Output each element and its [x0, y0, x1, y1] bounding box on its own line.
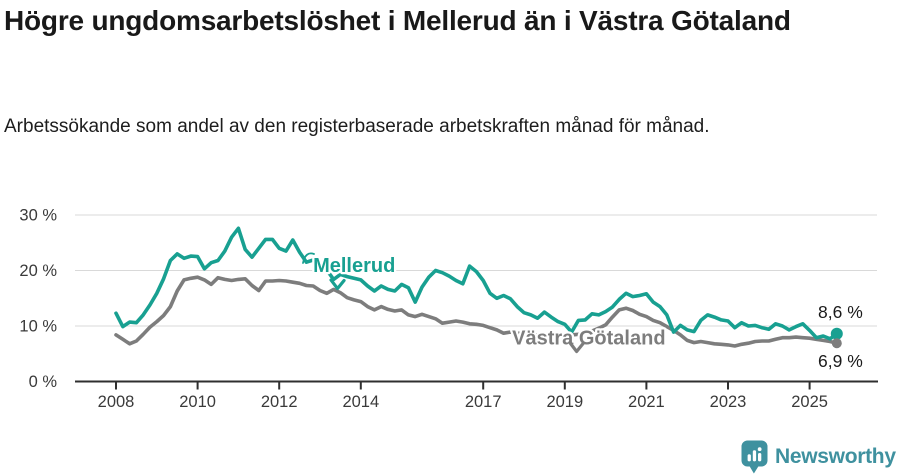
y-tick-label: 20 % [19, 262, 57, 280]
series-line-mellerud [114, 226, 839, 341]
bar-chart-glyph-bar3 [758, 453, 762, 462]
x-tick-label: 2017 [465, 393, 502, 411]
series-line-vastra-gotaland [114, 275, 839, 348]
end-value-label-vastra-gotaland: 6,9 % [818, 351, 863, 371]
end-dot-mellerud [830, 327, 843, 340]
brand-footer: Newsworthy [741, 440, 900, 474]
bar-chart-glyph-dot [757, 447, 762, 452]
y-tick-label: 30 % [19, 207, 57, 225]
x-tick-label: 2014 [342, 393, 379, 411]
y-tick-label: 10 % [19, 318, 57, 336]
x-tick-label: 2025 [791, 393, 828, 411]
x-tick-label: 2008 [98, 393, 135, 411]
down-arrow-icon-vastra-gotaland [568, 341, 585, 354]
series-label-mellerud: Mellerud [313, 255, 395, 277]
end-dot-vastra-gotaland [831, 338, 842, 349]
page-title: Högre ungdomsarbetslöshet i Mellerud än … [4, 5, 791, 36]
mellerud-label-leader [302, 252, 315, 264]
bar-chart-glyph-bar2 [752, 450, 757, 462]
series-label-vastra-gotaland: Västra Götaland [512, 327, 665, 349]
end-value-label-mellerud: 8,6 % [818, 302, 863, 322]
newsworthy-logo-icon [741, 440, 768, 474]
y-tick-label: 0 % [29, 373, 58, 391]
x-tick-label: 2012 [261, 393, 298, 411]
bar-chart-glyph-bar1 [747, 454, 751, 462]
x-tick-label: 2010 [179, 393, 216, 411]
page-subtitle: Arbetssökande som andel av den registerb… [4, 116, 710, 137]
x-tick-label: 2019 [546, 393, 583, 411]
brand-name: Newsworthy [775, 445, 896, 468]
down-arrow-icon-mellerud [329, 278, 346, 291]
x-tick-label: 2023 [710, 393, 747, 411]
x-tick-label: 2021 [628, 393, 665, 411]
